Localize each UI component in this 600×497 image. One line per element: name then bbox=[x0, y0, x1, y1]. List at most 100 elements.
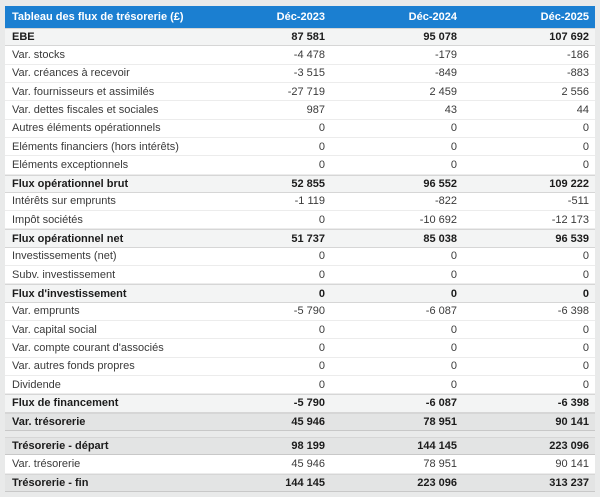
row-value: 96 552 bbox=[423, 177, 457, 190]
row-label: Intérêts sur emprunts bbox=[12, 195, 116, 208]
row-value: 107 692 bbox=[549, 31, 589, 44]
row-value: 44 bbox=[576, 103, 589, 116]
row-value: 0 bbox=[450, 341, 457, 354]
table-row: Eléments financiers (hors intérêts) 0 0 0 bbox=[5, 137, 595, 157]
row-label: Var. dettes fiscales et sociales bbox=[12, 103, 159, 116]
table-row: Flux opérationnel net 51 737 85 038 96 539 bbox=[5, 229, 595, 248]
table-row: Eléments exceptionnels 0 0 0 bbox=[5, 156, 595, 175]
row-value: -6 398 bbox=[557, 397, 589, 410]
table-body-operations: EBE 87 581 95 078 107 692 Var. stocks -4 478 -… bbox=[5, 28, 595, 431]
row-label: Flux opérationnel net bbox=[12, 232, 124, 245]
table-row: Intérêts sur emprunts -1 119 -822 -511 bbox=[5, 192, 595, 212]
table-row: EBE 87 581 95 078 107 692 bbox=[5, 28, 595, 47]
row-value: 0 bbox=[582, 287, 589, 300]
row-value: 0 bbox=[318, 250, 325, 263]
row-value: -6 398 bbox=[557, 305, 589, 318]
row-label: Autres éléments opérationnels bbox=[12, 122, 161, 135]
row-label: EBE bbox=[12, 31, 35, 44]
row-value: 0 bbox=[450, 122, 457, 135]
row-value: 51 737 bbox=[291, 232, 325, 245]
table-row: Subv. investissement 0 0 0 bbox=[5, 266, 595, 285]
row-value: 0 bbox=[582, 378, 589, 391]
table-row: Var. autres fonds propres 0 0 0 bbox=[5, 357, 595, 376]
row-label: Subv. investissement bbox=[12, 268, 116, 281]
row-value: 52 855 bbox=[291, 177, 325, 190]
table-row: Trésorerie - départ 98 199 144 145 223 096 bbox=[5, 436, 595, 456]
row-value: 144 145 bbox=[285, 476, 325, 489]
row-value: -849 bbox=[434, 67, 457, 80]
row-value: 87 581 bbox=[291, 31, 325, 44]
row-value: 144 145 bbox=[417, 440, 457, 453]
table-row: Var. stocks -4 478 -179 -186 bbox=[5, 46, 595, 65]
table-row: Trésorerie - fin 144 145 223 096 313 237 bbox=[5, 473, 595, 492]
row-label: Var. capital social bbox=[12, 323, 97, 336]
row-value: -511 bbox=[567, 195, 589, 208]
row-value: 0 bbox=[318, 360, 325, 373]
section-divider bbox=[5, 430, 595, 437]
row-label: Var. trésorerie bbox=[12, 415, 86, 428]
table-row: Var. fournisseurs et assimilés -27 719 2 4… bbox=[5, 82, 595, 102]
row-value: 0 bbox=[318, 140, 325, 153]
row-value: 0 bbox=[450, 140, 457, 153]
row-value: -5 790 bbox=[293, 305, 325, 318]
table-row: Var. trésorerie 45 946 78 951 90 141 bbox=[5, 412, 595, 431]
row-label: Eléments financiers (hors intérêts) bbox=[12, 140, 179, 153]
table-row: Var. dettes fiscales et sociales 987 43 44 bbox=[5, 101, 595, 120]
row-value: 98 199 bbox=[291, 440, 325, 453]
row-label: Impôt sociétés bbox=[12, 213, 83, 226]
row-value: 85 038 bbox=[423, 232, 457, 245]
row-label: Dividende bbox=[12, 378, 61, 391]
table-row: Var. compte courant d'associés 0 0 0 bbox=[5, 339, 595, 358]
row-label: Var. créances à recevoir bbox=[12, 67, 130, 80]
row-value: 0 bbox=[450, 268, 457, 281]
table-title: Tableau des flux de trésorerie (£) bbox=[12, 11, 184, 23]
row-label: Trésorerie - départ bbox=[12, 440, 109, 453]
row-value: 90 141 bbox=[555, 415, 589, 428]
table-row: Impôt sociétés 0 -10 692 -12 173 bbox=[5, 211, 595, 230]
row-value: 0 bbox=[582, 341, 589, 354]
row-value: -3 515 bbox=[293, 67, 325, 80]
row-value: -5 790 bbox=[293, 397, 325, 410]
row-label: Eléments exceptionnels bbox=[12, 158, 129, 171]
row-value: 0 bbox=[450, 158, 457, 171]
row-value: -6 087 bbox=[425, 305, 457, 318]
row-value: 78 951 bbox=[423, 415, 457, 428]
row-value: 987 bbox=[306, 103, 325, 116]
table-row: Var. créances à recevoir -3 515 -849 -883 bbox=[5, 64, 595, 83]
row-value: 0 bbox=[450, 323, 457, 336]
row-label: Var. trésorerie bbox=[12, 457, 81, 470]
row-value: 0 bbox=[318, 158, 325, 171]
table-row: Var. trésorerie 45 946 78 951 90 141 bbox=[5, 455, 595, 474]
row-value: 223 096 bbox=[549, 440, 589, 453]
row-label: Var. autres fonds propres bbox=[12, 360, 135, 373]
row-value: 0 bbox=[582, 323, 589, 336]
row-label: Investissements (net) bbox=[12, 250, 117, 263]
row-label: Var. stocks bbox=[12, 48, 65, 61]
row-value: -10 692 bbox=[419, 213, 457, 226]
row-label: Flux d'investissement bbox=[12, 287, 127, 300]
row-value: 0 bbox=[318, 268, 325, 281]
row-value: 43 bbox=[444, 103, 457, 116]
row-value: 0 bbox=[318, 287, 325, 300]
row-value: 90 141 bbox=[555, 457, 589, 470]
column-header-dec-2025: Déc-2025 bbox=[540, 11, 589, 23]
row-value: -186 bbox=[566, 48, 589, 61]
row-value: 78 951 bbox=[423, 457, 457, 470]
row-value: -6 087 bbox=[425, 397, 457, 410]
table-row: Dividende 0 0 0 bbox=[5, 375, 595, 395]
row-value: 0 bbox=[318, 213, 325, 226]
row-label: Flux de financement bbox=[12, 397, 119, 410]
row-value: -1 119 bbox=[294, 195, 325, 208]
row-value: 0 bbox=[450, 378, 457, 391]
row-value: 0 bbox=[582, 140, 589, 153]
row-value: 0 bbox=[450, 360, 457, 373]
row-value: -4 478 bbox=[293, 48, 325, 61]
row-value: 0 bbox=[450, 287, 457, 300]
row-value: 2 556 bbox=[561, 85, 589, 98]
row-value: 313 237 bbox=[549, 476, 589, 489]
row-value: -822 bbox=[434, 195, 457, 208]
row-value: 0 bbox=[582, 360, 589, 373]
row-label: Trésorerie - fin bbox=[12, 476, 89, 489]
row-value: 0 bbox=[318, 341, 325, 354]
